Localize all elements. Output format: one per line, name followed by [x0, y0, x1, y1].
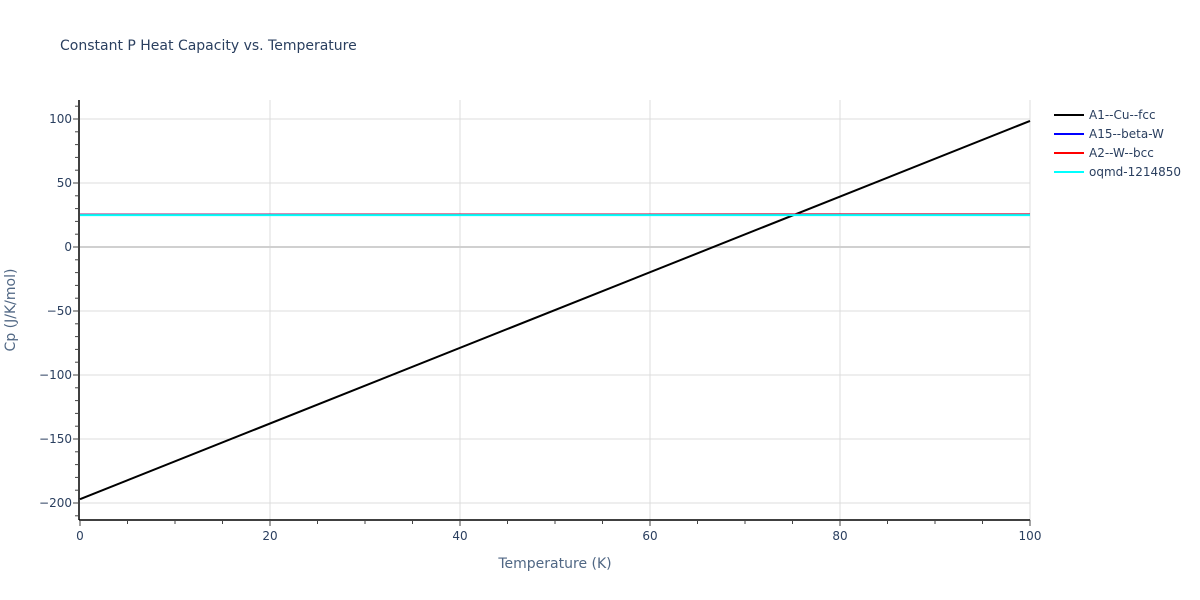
x-axis-ticks: 0 20 40 60 80 100 [76, 520, 1041, 543]
x-tick-label: 80 [832, 529, 847, 543]
legend-item[interactable]: A1--Cu--fcc [1054, 108, 1156, 122]
x-axis-title: Temperature (K) [497, 556, 611, 572]
y-axis-ticks: −200 −150 −100 −50 0 50 100 [39, 105, 79, 517]
series-line[interactable] [79, 119, 1031, 501]
y-tick-label: −100 [39, 368, 72, 382]
chart-title: Constant P Heat Capacity vs. Temperature [60, 38, 357, 54]
legend[interactable]: A1--Cu--fcc A15--beta-W A2--W--bcc oqmd-121… [1054, 108, 1181, 179]
y-tick-label: −200 [39, 496, 72, 510]
x-tick-label: 100 [1019, 529, 1042, 543]
plot-area[interactable] [79, 119, 1031, 501]
x-tick-label: 60 [642, 529, 657, 543]
y-axis-title: Cp (J/K/mol) [3, 269, 19, 352]
x-tick-label: 20 [262, 529, 277, 543]
y-tick-label: 50 [57, 176, 72, 190]
y-tick-label: 100 [49, 112, 72, 126]
y-tick-label: 0 [64, 240, 72, 254]
legend-label: A2--W--bcc [1089, 146, 1154, 160]
x-tick-label: 0 [76, 529, 84, 543]
legend-label: A15--beta-W [1089, 127, 1164, 141]
x-tick-label: 40 [452, 529, 467, 543]
legend-item[interactable]: A15--beta-W [1054, 127, 1164, 141]
legend-label: A1--Cu--fcc [1089, 108, 1156, 122]
legend-item[interactable]: A2--W--bcc [1054, 146, 1154, 160]
y-tick-label: −150 [39, 432, 72, 446]
legend-label: oqmd-1214850 [1089, 165, 1181, 179]
legend-item[interactable]: oqmd-1214850 [1054, 165, 1181, 179]
y-tick-label: −50 [47, 304, 72, 318]
